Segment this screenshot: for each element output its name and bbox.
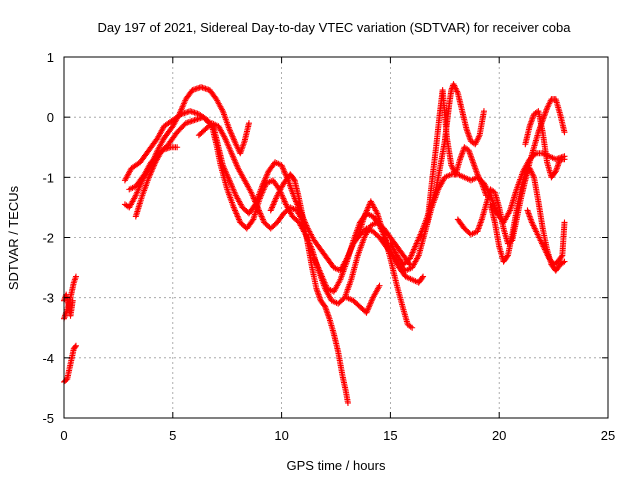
y-axis-label: SDTVAR / TECUs — [6, 185, 21, 290]
series-9 — [311, 210, 427, 295]
data-layer — [61, 81, 568, 406]
series-7 — [195, 120, 307, 232]
series-8 — [267, 171, 351, 406]
data-point — [551, 169, 558, 176]
data-point — [420, 273, 427, 280]
data-point — [419, 274, 426, 281]
series-10 — [343, 282, 383, 316]
series-12 — [387, 81, 487, 268]
x-tick-label: 5 — [169, 428, 176, 443]
y-tick-label: -2 — [42, 231, 54, 246]
series-11 — [354, 198, 416, 331]
x-tick-label: 0 — [60, 428, 67, 443]
y-tick-label: 1 — [47, 50, 54, 65]
y-tick-label: -5 — [42, 411, 54, 426]
x-tick-label: 15 — [383, 428, 397, 443]
chart-title: Day 197 of 2021, Sidereal Day-to-day VTE… — [97, 20, 571, 35]
data-point — [406, 261, 413, 268]
data-point — [290, 176, 297, 183]
data-point — [561, 258, 568, 265]
data-point — [321, 302, 328, 309]
series-16 — [522, 108, 568, 181]
data-point — [561, 129, 568, 136]
data-point — [561, 156, 568, 163]
series-13 — [424, 87, 490, 226]
y-tick-label: 0 — [47, 110, 54, 125]
data-point — [69, 297, 76, 304]
tick-layer: 0 5 10 15 20 25 -5 -4 -3 -2 -1 0 1 — [42, 50, 615, 443]
data-point — [480, 108, 487, 115]
y-tick-label: -3 — [42, 291, 54, 306]
data-point — [504, 253, 511, 260]
y-tick-label: -4 — [42, 351, 54, 366]
data-point — [376, 282, 383, 289]
data-point — [72, 343, 79, 350]
data-point — [72, 342, 79, 349]
series-1 — [61, 291, 76, 319]
series-3 — [121, 84, 252, 211]
y-tick-label: -1 — [42, 170, 54, 185]
data-point — [174, 144, 181, 151]
x-axis-label: GPS time / hours — [287, 458, 386, 473]
grid-layer — [64, 57, 608, 418]
series-6 — [132, 144, 181, 220]
x-tick-label: 20 — [492, 428, 506, 443]
data-point — [558, 253, 565, 260]
data-point — [72, 273, 79, 280]
data-point — [561, 219, 568, 226]
data-point — [409, 324, 416, 331]
data-point — [245, 120, 252, 127]
x-tick-label: 10 — [274, 428, 288, 443]
series-17 — [524, 207, 568, 268]
data-point — [249, 217, 256, 224]
x-tick-label: 25 — [601, 428, 615, 443]
data-point — [344, 399, 351, 406]
